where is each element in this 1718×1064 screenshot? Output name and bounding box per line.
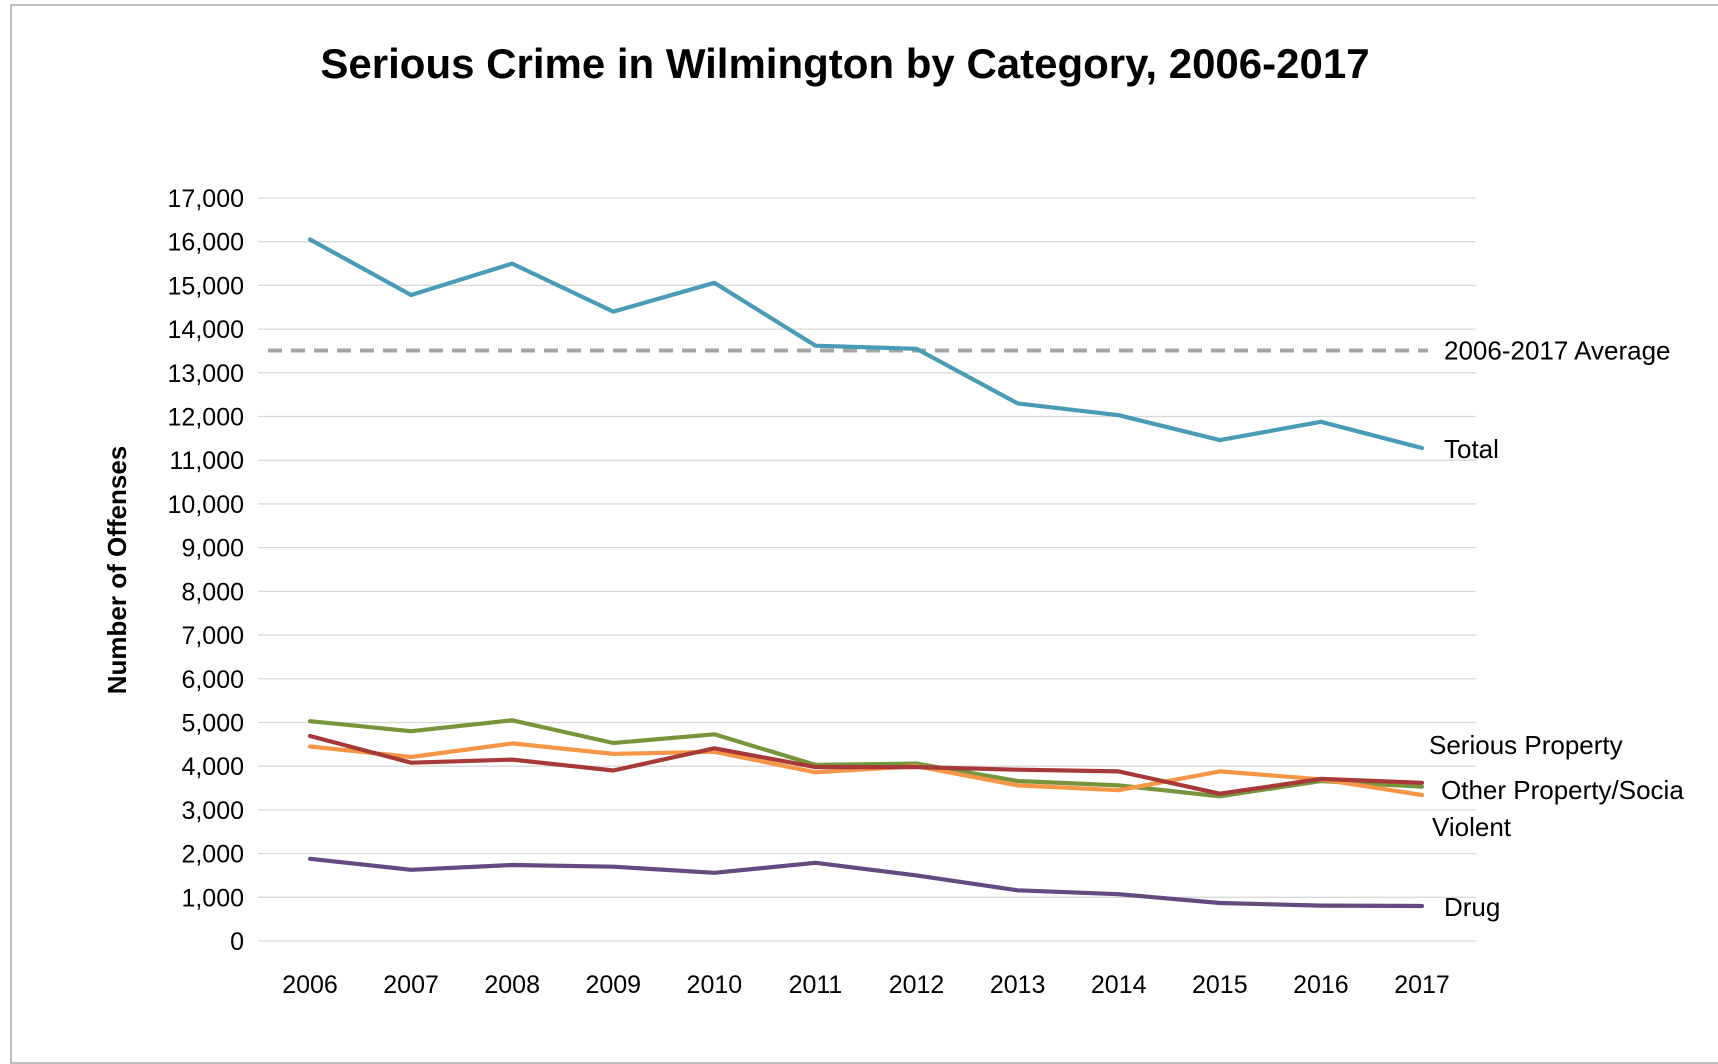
y-tick-label: 3,000: [181, 797, 244, 825]
x-tick-label: 2016: [1293, 971, 1349, 999]
series-label-drug: Drug: [1444, 892, 1500, 922]
y-tick-label: 5,000: [181, 709, 244, 737]
x-tick-label: 2012: [889, 971, 945, 999]
chart-frame: [10, 4, 1718, 1064]
y-tick-label: 16,000: [168, 229, 244, 257]
y-tick-label: 13,000: [168, 360, 244, 388]
gridlines: [258, 197, 1476, 942]
series-line-total: [307, 237, 1425, 451]
line-chart: Serious Crime in Wilmington by Category,…: [102, 40, 1684, 999]
x-tick-label: 2007: [383, 971, 439, 999]
y-tick-label: 12,000: [168, 404, 244, 432]
x-tick-label: 2010: [687, 971, 743, 999]
x-tick-label: 2014: [1091, 971, 1147, 999]
y-tick-label: 2,000: [181, 841, 244, 869]
chart-title: Serious Crime in Wilmington by Category,…: [320, 40, 1369, 87]
y-tick-label: 9,000: [181, 535, 244, 563]
y-tick-label: 0: [230, 928, 244, 956]
y-tick-label: 11,000: [169, 447, 244, 475]
series-label-serious-property: Serious Property: [1429, 730, 1623, 760]
series-line-serious-property: [307, 718, 1425, 799]
series-label-total: Total: [1444, 434, 1499, 464]
x-axis-ticks: 2006 2007 2008 2009 2010 2011 2012 2013 2014 2015…: [282, 971, 1450, 999]
y-tick-label: 6,000: [181, 666, 244, 694]
x-tick-label: 2006: [282, 971, 338, 999]
series-labels: 2006-2017 Average Total Serious Property Ot…: [1429, 336, 1684, 922]
x-tick-label: 2008: [484, 971, 540, 999]
x-tick-label: 2011: [789, 971, 843, 999]
x-tick-label: 2015: [1192, 971, 1248, 999]
y-tick-label: 1,000: [181, 884, 244, 912]
y-axis-ticks: 0 1,000 2,000 3,000 4,000 5,000 6,000 7,000 8,00…: [168, 185, 244, 956]
x-tick-label: 2013: [990, 971, 1046, 999]
series-line-drug: [307, 856, 1425, 909]
series-label-other-property-socia: Other Property/Socia: [1441, 775, 1684, 805]
y-tick-label: 17,000: [168, 185, 244, 213]
y-tick-label: 14,000: [168, 316, 244, 344]
y-tick-label: 15,000: [168, 272, 244, 300]
series-label-violent: Violent: [1432, 812, 1512, 842]
series-lines: [307, 237, 1425, 909]
y-axis-label: Number of Offenses: [102, 446, 132, 695]
series-line-other-property-socia: [307, 741, 1425, 798]
x-tick-label: 2017: [1394, 971, 1450, 999]
y-tick-label: 4,000: [181, 753, 244, 781]
y-tick-label: 10,000: [168, 491, 244, 519]
series-line-violent: [307, 733, 1425, 796]
y-tick-label: 7,000: [181, 622, 244, 650]
reference-label-2006-2017-average: 2006-2017 Average: [1444, 336, 1671, 366]
x-tick-label: 2009: [585, 971, 641, 999]
y-tick-label: 8,000: [181, 578, 244, 606]
